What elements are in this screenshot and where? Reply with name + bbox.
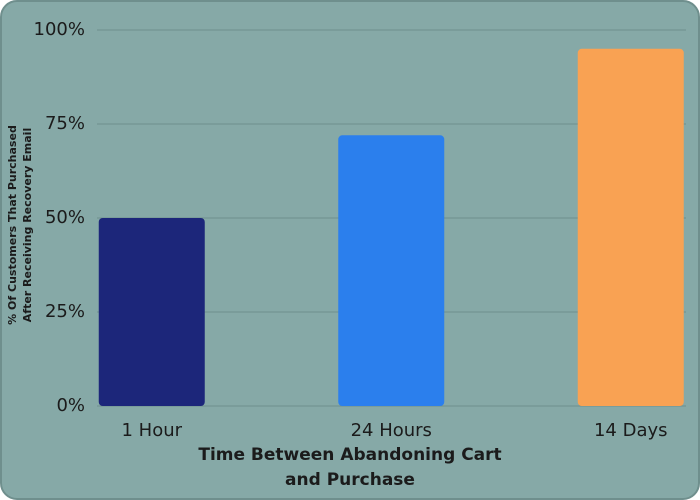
- y-tick-label: 100%: [34, 19, 85, 40]
- x-axis-title-line: Time Between Abandoning Cart: [198, 445, 501, 465]
- x-tick-label: 24 Hours: [351, 420, 432, 441]
- bar: [338, 135, 445, 406]
- bar: [577, 48, 684, 407]
- y-tick-label: 0%: [56, 395, 85, 416]
- y-axis-title-line: % Of Customers That Purchased: [6, 125, 19, 325]
- y-axis-title-line: After Receiving Recovery Email: [21, 128, 34, 322]
- y-tick-label: 75%: [45, 113, 85, 134]
- x-tick-label: 1 Hour: [121, 420, 182, 441]
- y-tick-label: 50%: [45, 207, 85, 228]
- x-tick-label: 14 Days: [594, 420, 668, 441]
- y-tick-label: 25%: [45, 301, 85, 322]
- y-axis-title: % Of Customers That Purchased After Rece…: [6, 125, 34, 325]
- x-axis-title-line: and Purchase: [285, 470, 415, 490]
- bar: [98, 218, 205, 406]
